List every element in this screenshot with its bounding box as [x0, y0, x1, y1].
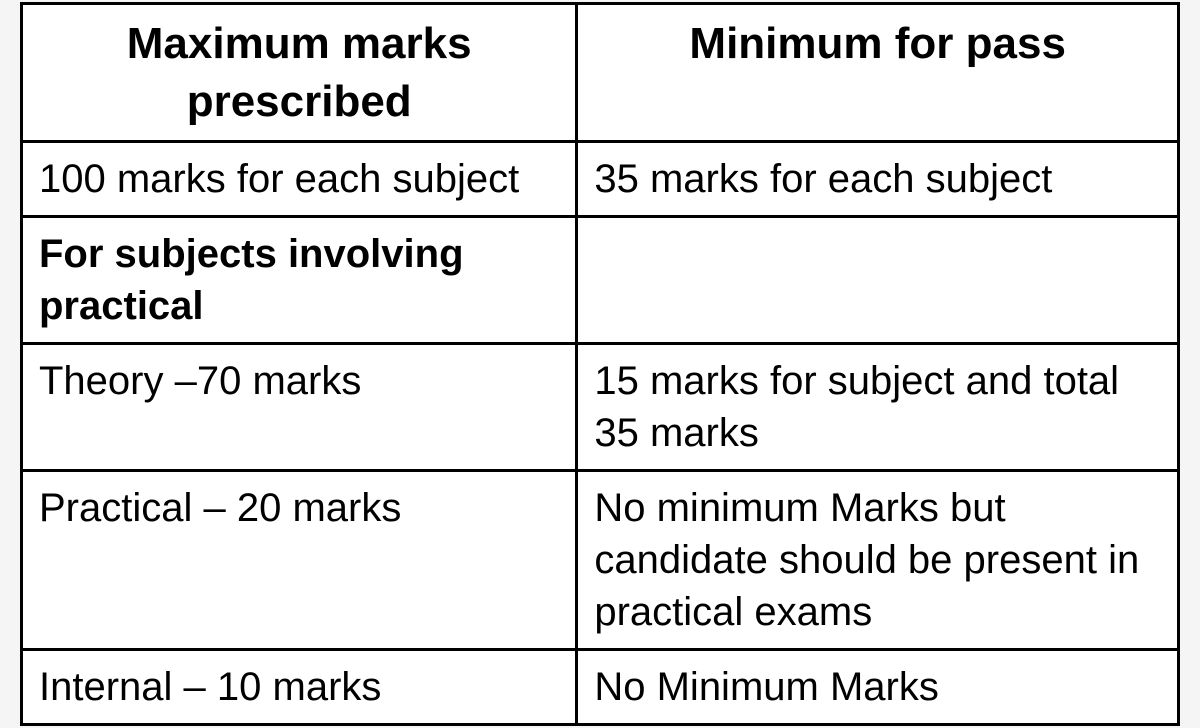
table-row: For subjects involving practical — [22, 216, 1179, 343]
table-row: Theory –70 marks 15 marks for subject an… — [22, 343, 1179, 470]
cell-practical: Practical – 20 marks — [22, 470, 577, 649]
cell-practical-pass: No minimum Marks but candidate should be… — [577, 470, 1179, 649]
cell-section-header: For subjects involving practical — [22, 216, 577, 343]
table-row: 100 marks for each subject 35 marks for … — [22, 141, 1179, 216]
marks-table-container: Maximum marks prescribed Minimum for pas… — [20, 2, 1180, 725]
cell-empty — [577, 216, 1179, 343]
cell-internal-pass: No Minimum Marks — [577, 649, 1179, 724]
cell-theory: Theory –70 marks — [22, 343, 577, 470]
header-max-marks: Maximum marks prescribed — [22, 4, 577, 141]
cell-max-marks: 100 marks for each subject — [22, 141, 577, 216]
header-min-pass: Minimum for pass — [577, 4, 1179, 141]
cell-min-pass: 35 marks for each subject — [577, 141, 1179, 216]
marks-table: Maximum marks prescribed Minimum for pas… — [20, 2, 1180, 725]
table-header-row: Maximum marks prescribed Minimum for pas… — [22, 4, 1179, 141]
table-row: Practical – 20 marks No minimum Marks bu… — [22, 470, 1179, 649]
table-row: Internal – 10 marks No Minimum Marks — [22, 649, 1179, 724]
cell-theory-pass: 15 marks for subject and total 35 marks — [577, 343, 1179, 470]
cell-internal: Internal – 10 marks — [22, 649, 577, 724]
